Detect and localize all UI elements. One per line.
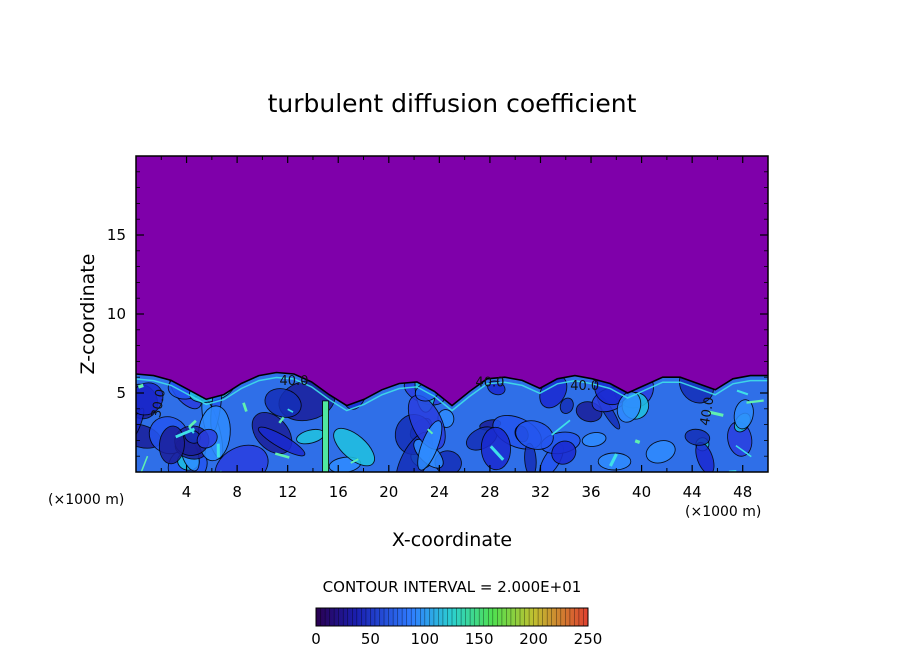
- high-diffusion-streak: [188, 419, 197, 429]
- high-diffusion-streak: [350, 458, 359, 464]
- x-tick-label: 28: [480, 483, 499, 501]
- x-unit-right: (×1000 m): [685, 504, 761, 520]
- high-diffusion-streak: [278, 416, 285, 424]
- high-diffusion-streak: [274, 452, 290, 459]
- colorbar-tick-label: 150: [465, 630, 494, 648]
- y-tick-label: 10: [107, 305, 126, 323]
- high-diffusion-streak: [427, 428, 434, 435]
- x-axis-ticks: 4 8 12 16 20 24 28 32 36 40 44 48: [160, 156, 752, 501]
- y-axis-title: Z-coordinate: [77, 254, 99, 375]
- contour-label: 40.0: [280, 374, 309, 389]
- eddy-patch: [257, 426, 306, 457]
- high-diffusion-streak: [746, 399, 764, 404]
- contour-label: 40.0: [570, 379, 599, 394]
- eddy-patch: [417, 420, 443, 471]
- eddy-patch: [616, 391, 642, 423]
- high-diffusion-streak: [138, 455, 149, 472]
- high-diffusion-streak: [219, 470, 232, 472]
- x-tick-label: 32: [531, 483, 550, 501]
- y-tick-label: 5: [116, 384, 126, 402]
- contour-interval-text: CONTOUR INTERVAL = 2.000E+01: [323, 578, 582, 596]
- high-diffusion-streak: [175, 427, 196, 439]
- high-diffusion-streak: [489, 445, 505, 461]
- contour-label: 40.0: [475, 376, 504, 391]
- x-tick-label: 44: [683, 483, 702, 501]
- eddy-patch: [645, 440, 676, 464]
- high-diffusion-streak: [736, 389, 749, 396]
- eddy-patch: [684, 428, 711, 446]
- eddy-patch: [487, 380, 506, 396]
- x-tick-label: 16: [329, 483, 348, 501]
- x-tick-label: 40: [632, 483, 651, 501]
- high-diffusion-streak: [287, 408, 294, 413]
- colorbar-tick-label: 250: [574, 630, 603, 648]
- colorbar-tick-label: 100: [410, 630, 439, 648]
- y-axis-ticks: 5 10 15: [107, 171, 768, 457]
- contour-label: 40.0: [698, 396, 718, 427]
- high-diffusion-streak: [634, 439, 641, 444]
- high-diffusion-streak: [551, 419, 571, 436]
- high-diffusion-streak: [735, 444, 752, 458]
- boundary-layer-contour: [136, 371, 768, 407]
- chart-title: turbulent diffusion coefficient: [268, 89, 637, 118]
- x-tick-label: 36: [581, 483, 600, 501]
- eddy-patch: [597, 452, 632, 471]
- x-tick-label: 48: [733, 483, 752, 501]
- high-diffusion-column: [322, 400, 330, 472]
- x-unit-left: (×1000 m): [48, 492, 124, 508]
- colorbar-frame: [315, 607, 589, 627]
- x-tick-label: 20: [379, 483, 398, 501]
- high-diffusion-streak: [609, 453, 618, 467]
- x-tick-label: 8: [232, 483, 242, 501]
- colorbar-tick-label: 50: [361, 630, 380, 648]
- high-diffusion-streak: [708, 410, 724, 417]
- high-diffusion-streak: [137, 383, 144, 389]
- eddy-patch: [196, 428, 218, 449]
- y-tick-label: 15: [107, 226, 126, 244]
- eddy-patch: [551, 440, 577, 465]
- colorbar-tick-label: 200: [519, 630, 548, 648]
- x-tick-label: 12: [278, 483, 297, 501]
- x-tick-label: 4: [182, 483, 192, 501]
- eddy-patch: [515, 420, 554, 450]
- eddy-patch: [559, 397, 574, 414]
- x-tick-label: 24: [430, 483, 449, 501]
- x-axis-title: X-coordinate: [392, 529, 512, 551]
- contour-label: 30.0: [149, 388, 169, 419]
- boundary-layer-edge: [136, 376, 768, 412]
- eddy-patch: [333, 427, 375, 467]
- eddy-patch: [733, 399, 754, 430]
- colorbar-tick-label: 0: [311, 630, 321, 648]
- eddy-patch: [581, 432, 607, 447]
- high-diffusion-streak: [242, 402, 248, 412]
- eddy-patch: [264, 388, 302, 418]
- eddy-patch: [214, 444, 269, 472]
- colorbar: 0 50 100 150 200 250: [311, 607, 603, 648]
